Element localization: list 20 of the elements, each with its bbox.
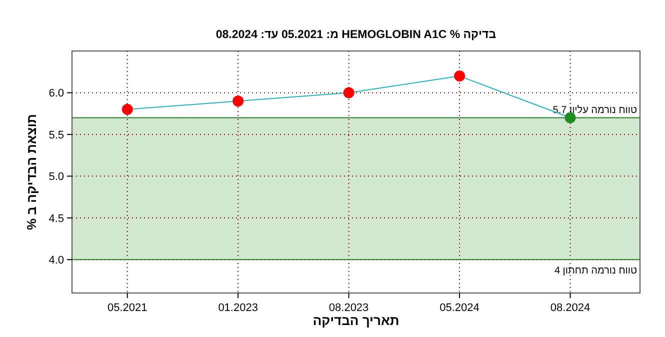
y-tick-label: 4.5 xyxy=(48,212,64,225)
point xyxy=(454,70,466,82)
y-tick-label: 5.5 xyxy=(48,129,64,142)
point xyxy=(122,104,133,115)
chart-title: בדיקה % HEMOGLOBIN A1C מ: 05.2021 עד: 08.2024 xyxy=(216,29,496,41)
ref-line-label: טווח נורמה תחתון 4 xyxy=(554,266,637,277)
x-tick-label: 08.2024 xyxy=(550,302,590,314)
x-tick-label: 01.2023 xyxy=(218,302,258,314)
point xyxy=(343,87,354,98)
ref-line-label: טווח נורמה עליון 5.7 xyxy=(552,104,637,116)
y-tick-label: 5.0 xyxy=(48,171,64,184)
y-axis-title: תוצאת הבדיקה ב % xyxy=(24,114,39,230)
y-tick-label: 6.0 xyxy=(48,88,64,100)
y-tick-label: 4.0 xyxy=(48,254,64,267)
point xyxy=(564,112,576,124)
x-tick-label: 05.2021 xyxy=(107,302,148,314)
x-tick-label: 05.2024 xyxy=(440,302,480,314)
point xyxy=(232,96,244,107)
x-axis-title: תאריך הבדיקה xyxy=(312,313,400,328)
x-tick-label: 08.2023 xyxy=(328,302,369,314)
